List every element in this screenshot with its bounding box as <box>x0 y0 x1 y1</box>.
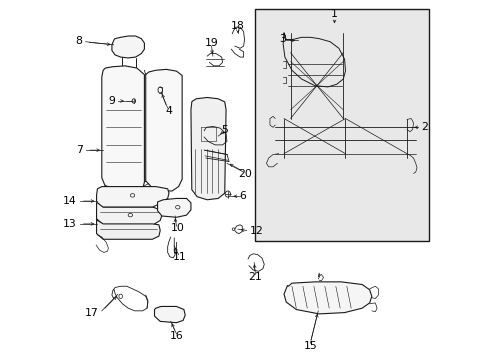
Polygon shape <box>96 220 160 239</box>
Text: 19: 19 <box>204 38 218 48</box>
Polygon shape <box>112 36 144 58</box>
Text: 11: 11 <box>172 252 186 262</box>
Text: 2: 2 <box>420 122 427 132</box>
Polygon shape <box>102 66 144 194</box>
Polygon shape <box>96 186 169 207</box>
Polygon shape <box>157 198 190 217</box>
Bar <box>255 9 428 242</box>
Text: 9: 9 <box>108 96 115 106</box>
Text: 6: 6 <box>239 191 245 201</box>
Text: 8: 8 <box>76 36 82 46</box>
Text: 17: 17 <box>85 307 99 318</box>
Text: 20: 20 <box>238 169 252 179</box>
Text: 3: 3 <box>279 33 285 44</box>
Text: 1: 1 <box>330 9 337 19</box>
Text: 14: 14 <box>63 196 77 206</box>
Polygon shape <box>154 306 185 323</box>
Text: 5: 5 <box>221 125 228 135</box>
Text: 4: 4 <box>165 105 172 116</box>
Text: 10: 10 <box>170 223 184 233</box>
Polygon shape <box>145 69 182 191</box>
Polygon shape <box>96 203 162 225</box>
Text: 12: 12 <box>249 226 263 237</box>
Text: 15: 15 <box>303 341 317 351</box>
Polygon shape <box>284 282 371 314</box>
Text: 21: 21 <box>248 273 262 283</box>
Text: 16: 16 <box>169 331 183 341</box>
Text: 18: 18 <box>230 21 244 31</box>
Text: 7: 7 <box>76 145 83 155</box>
Polygon shape <box>190 98 225 200</box>
Text: 13: 13 <box>63 219 77 229</box>
